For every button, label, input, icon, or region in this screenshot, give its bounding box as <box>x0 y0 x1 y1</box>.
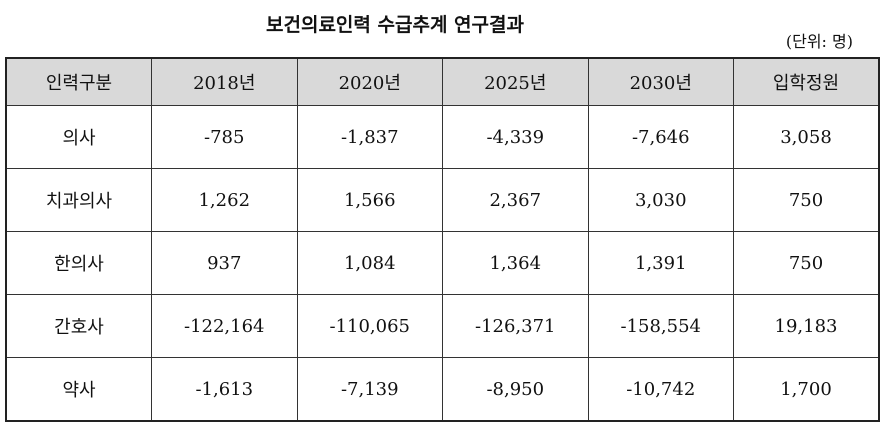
header-row: 인력구분 2018년 2020년 2025년 2030년 입학정원 <box>5 57 880 106</box>
table-cell: -785 <box>151 105 298 169</box>
table-cell: -4,339 <box>442 105 589 169</box>
header-cell: 2020년 <box>296 57 443 106</box>
table-cell: 1,084 <box>296 231 443 295</box>
table-cell: -122,164 <box>151 294 298 358</box>
table-cell: 1,364 <box>442 231 589 295</box>
table-cell: -8,950 <box>442 357 589 422</box>
page: 보건의료인력 수급추계 연구결과 (단위: 명) 인력구분 2018년 2020년 2… <box>5 14 880 422</box>
row-label: 한의사 <box>5 231 152 295</box>
header-cell: 입학정원 <box>733 57 880 106</box>
table-row: 의사 -785 -1,837 -4,339 -7,646 3,058 <box>5 105 880 169</box>
table-cell: -1,837 <box>296 105 443 169</box>
table-cell: -1,613 <box>151 357 298 422</box>
title: 보건의료인력 수급추계 연구결과 <box>266 14 524 36</box>
table-cell: -126,371 <box>442 294 589 358</box>
table-cell: 3,058 <box>733 105 880 169</box>
row-label: 간호사 <box>5 294 152 358</box>
table-cell: 937 <box>151 231 298 295</box>
table-body: 의사 -785 -1,837 -4,339 -7,646 3,058 치과의사 1,262 1,… <box>5 105 880 422</box>
table-cell: 1,700 <box>733 357 880 422</box>
table-cell: 2,367 <box>442 168 589 232</box>
table-row: 약사 -1,613 -7,139 -8,950 -10,742 1,700 <box>5 357 880 422</box>
table-cell: 1,391 <box>587 231 734 295</box>
row-label: 의사 <box>5 105 152 169</box>
table-cell: 750 <box>733 168 880 232</box>
table-cell: 19,183 <box>733 294 880 358</box>
table-head: 인력구분 2018년 2020년 2025년 2030년 입학정원 <box>5 57 880 106</box>
row-label: 약사 <box>5 357 152 422</box>
header-cell: 2030년 <box>587 57 734 106</box>
unit-note: (단위: 명) <box>785 32 853 51</box>
table-cell: 3,030 <box>587 168 734 232</box>
header-cell: 인력구분 <box>5 57 152 106</box>
table-cell: -158,554 <box>587 294 734 358</box>
row-label: 치과의사 <box>5 168 152 232</box>
table-cell: -10,742 <box>587 357 734 422</box>
table-cell: -7,139 <box>296 357 443 422</box>
header-cell: 2025년 <box>442 57 589 106</box>
table-cell: 1,262 <box>151 168 298 232</box>
data-table: 인력구분 2018년 2020년 2025년 2030년 입학정원 의사 -785 -1,83… <box>5 57 880 422</box>
table-cell: -110,065 <box>296 294 443 358</box>
table-cell: 1,566 <box>296 168 443 232</box>
header-cell: 2018년 <box>151 57 298 106</box>
table-cell: 750 <box>733 231 880 295</box>
table-cell: -7,646 <box>587 105 734 169</box>
table-row: 치과의사 1,262 1,566 2,367 3,030 750 <box>5 168 880 232</box>
table-row: 한의사 937 1,084 1,364 1,391 750 <box>5 231 880 295</box>
table-row: 간호사 -122,164 -110,065 -126,371 -158,554 19,18… <box>5 294 880 358</box>
